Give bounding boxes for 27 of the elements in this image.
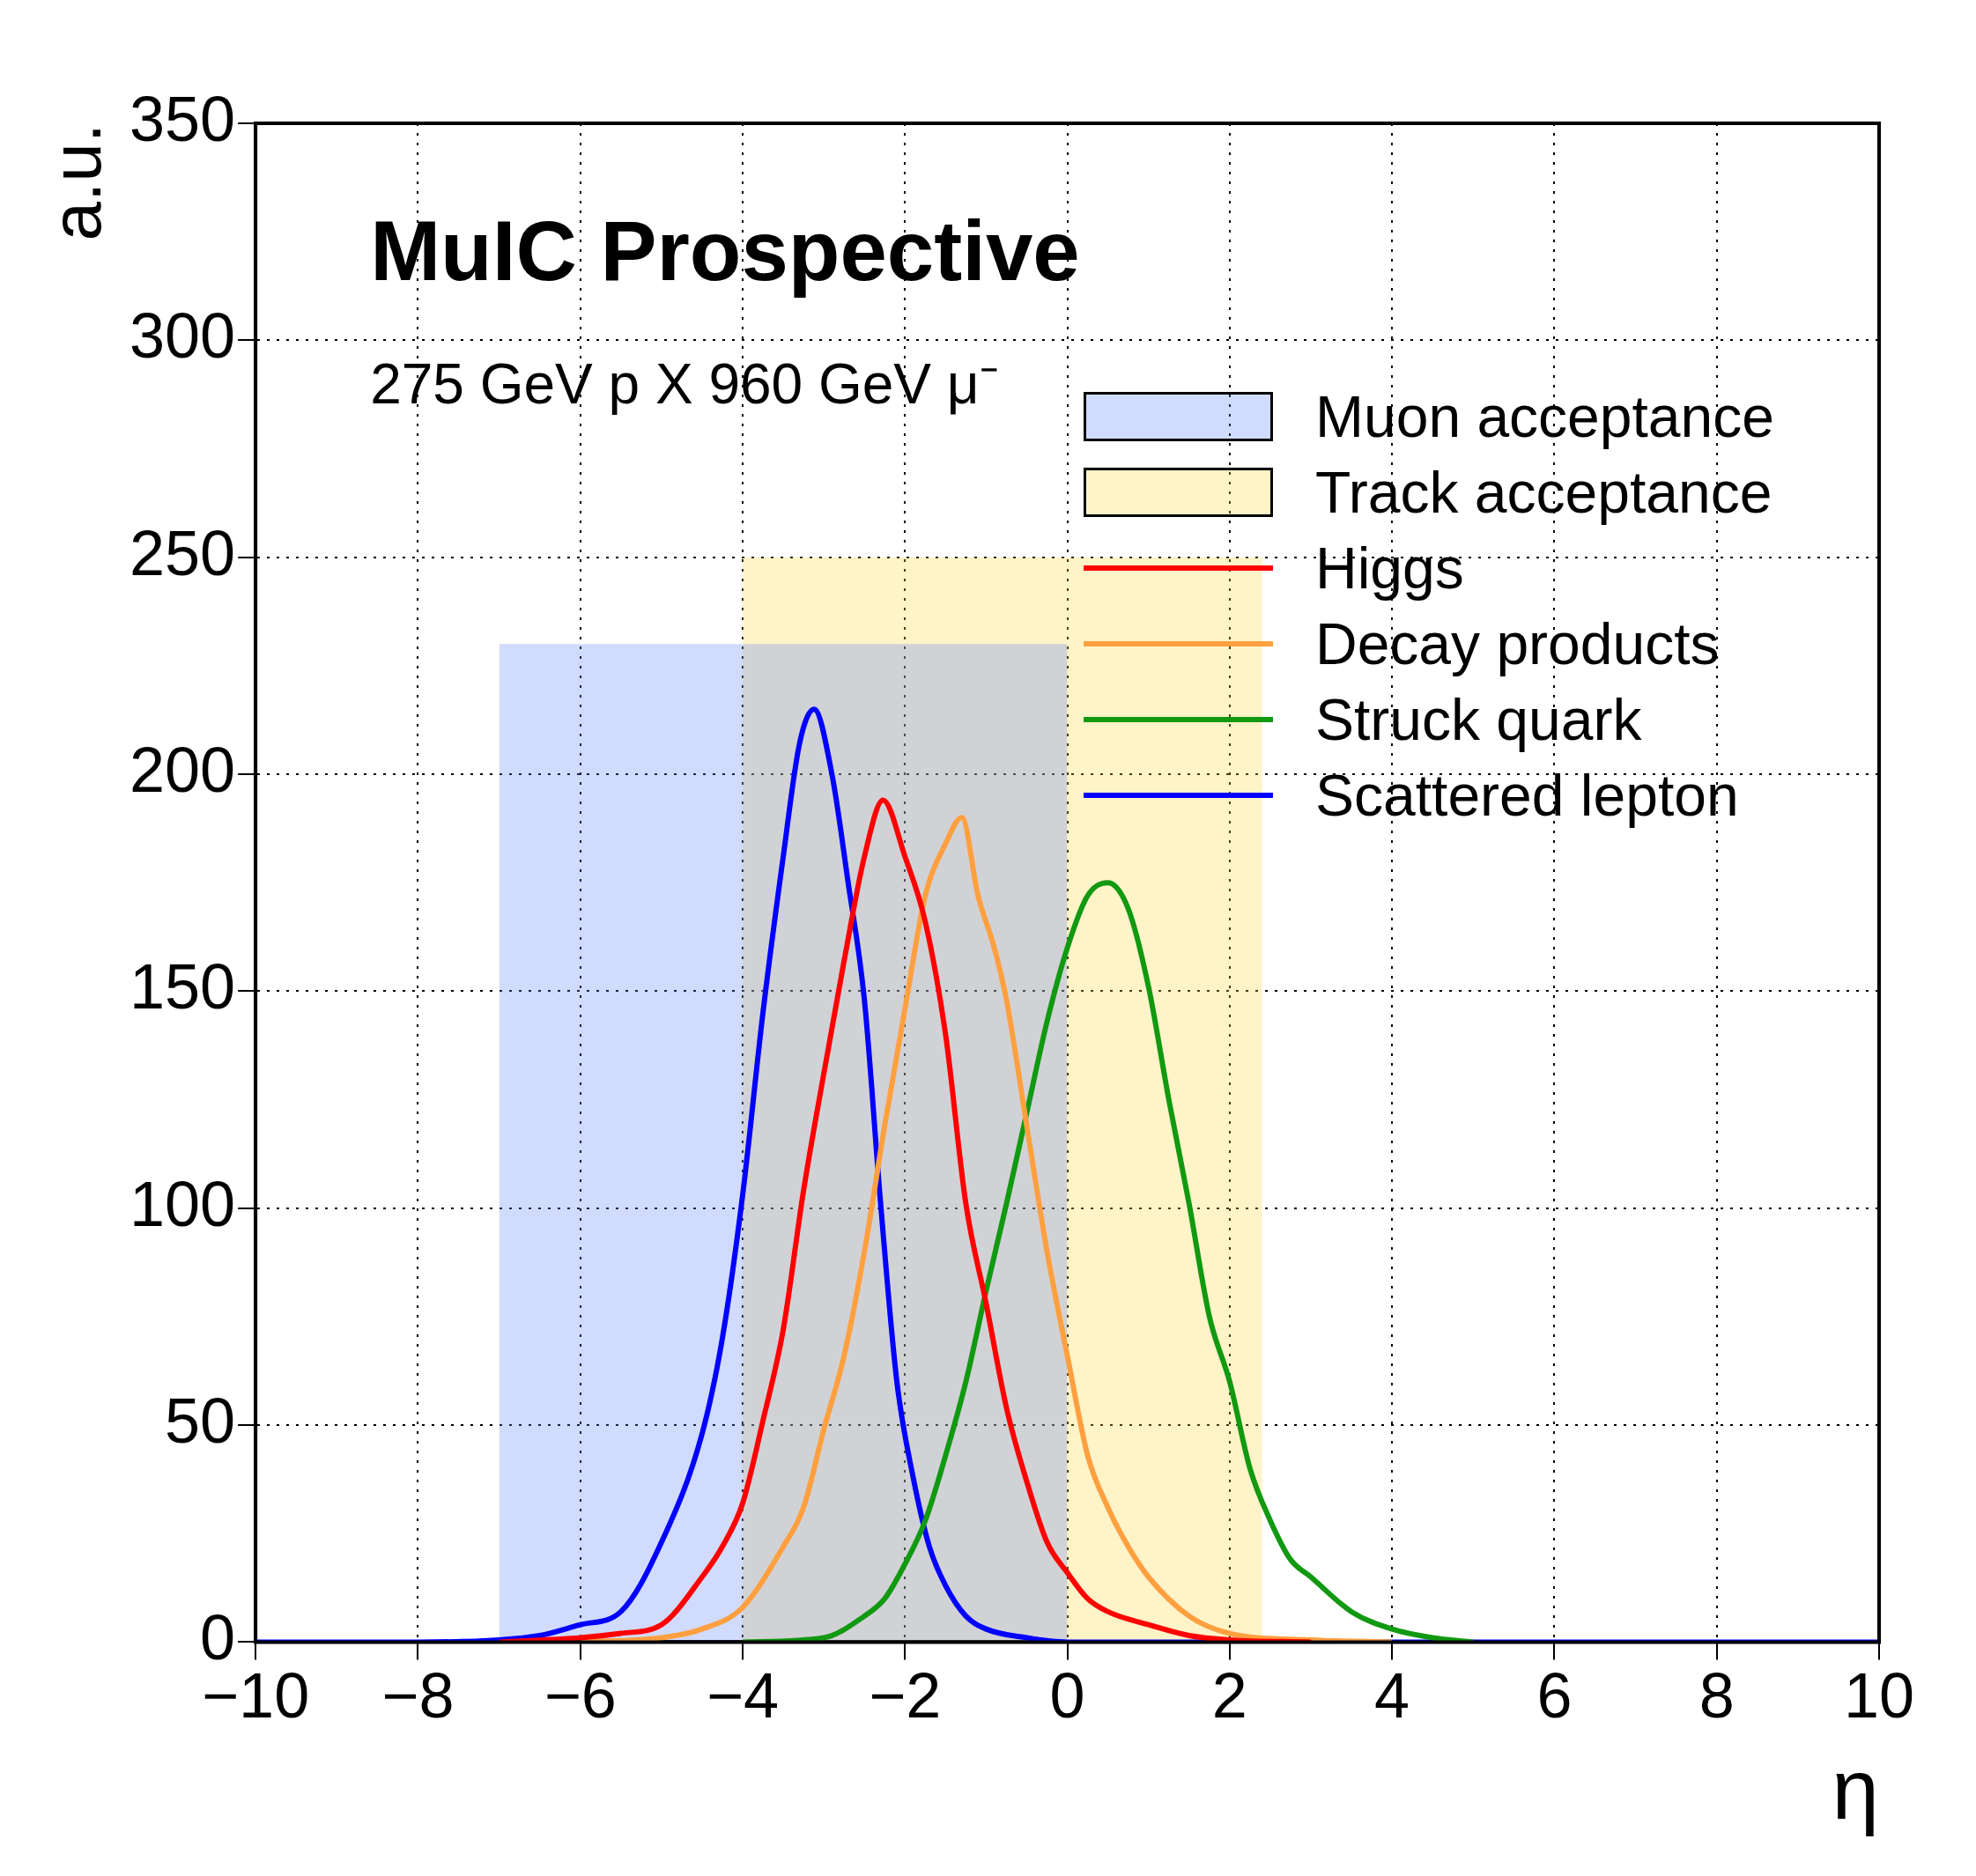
y-axis-title: a.u. [37, 123, 116, 241]
y-tick-label: 100 [129, 1168, 236, 1239]
x-tick-label: 6 [1536, 1660, 1573, 1732]
x-tick-label: −8 [381, 1660, 455, 1732]
x-axis-title: η [1832, 1741, 1879, 1836]
x-tick-label: 0 [1049, 1660, 1085, 1732]
legend-label: Struck quark [1314, 686, 1642, 753]
legend-label: Track acceptance [1314, 459, 1772, 526]
x-tick-label: −4 [706, 1660, 780, 1732]
x-tick-label: 10 [1843, 1660, 1915, 1732]
y-tick-label: 250 [129, 517, 236, 588]
x-tick-label: 8 [1698, 1660, 1735, 1732]
legend-label: Decay products [1314, 610, 1720, 677]
x-tick-label: 2 [1211, 1660, 1247, 1732]
y-tick-label: 150 [129, 951, 236, 1023]
x-tick-label: −2 [869, 1660, 942, 1732]
annotation: MuIC Prospective [370, 203, 1080, 299]
legend-label: Scattered lepton [1314, 762, 1739, 829]
y-tick-label: 300 [129, 300, 236, 372]
legend-label: Higgs [1314, 535, 1464, 602]
annotation: 275 GeV p X 960 GeV μ⁻ [370, 351, 999, 417]
x-tick-label: 4 [1374, 1660, 1410, 1732]
y-tick-label: 350 [129, 83, 236, 154]
y-tick-label: 50 [165, 1385, 236, 1456]
y-tick-label: 200 [129, 734, 236, 805]
legend-label: Muon acceptance [1314, 383, 1774, 450]
x-tick-label: −6 [544, 1660, 617, 1732]
